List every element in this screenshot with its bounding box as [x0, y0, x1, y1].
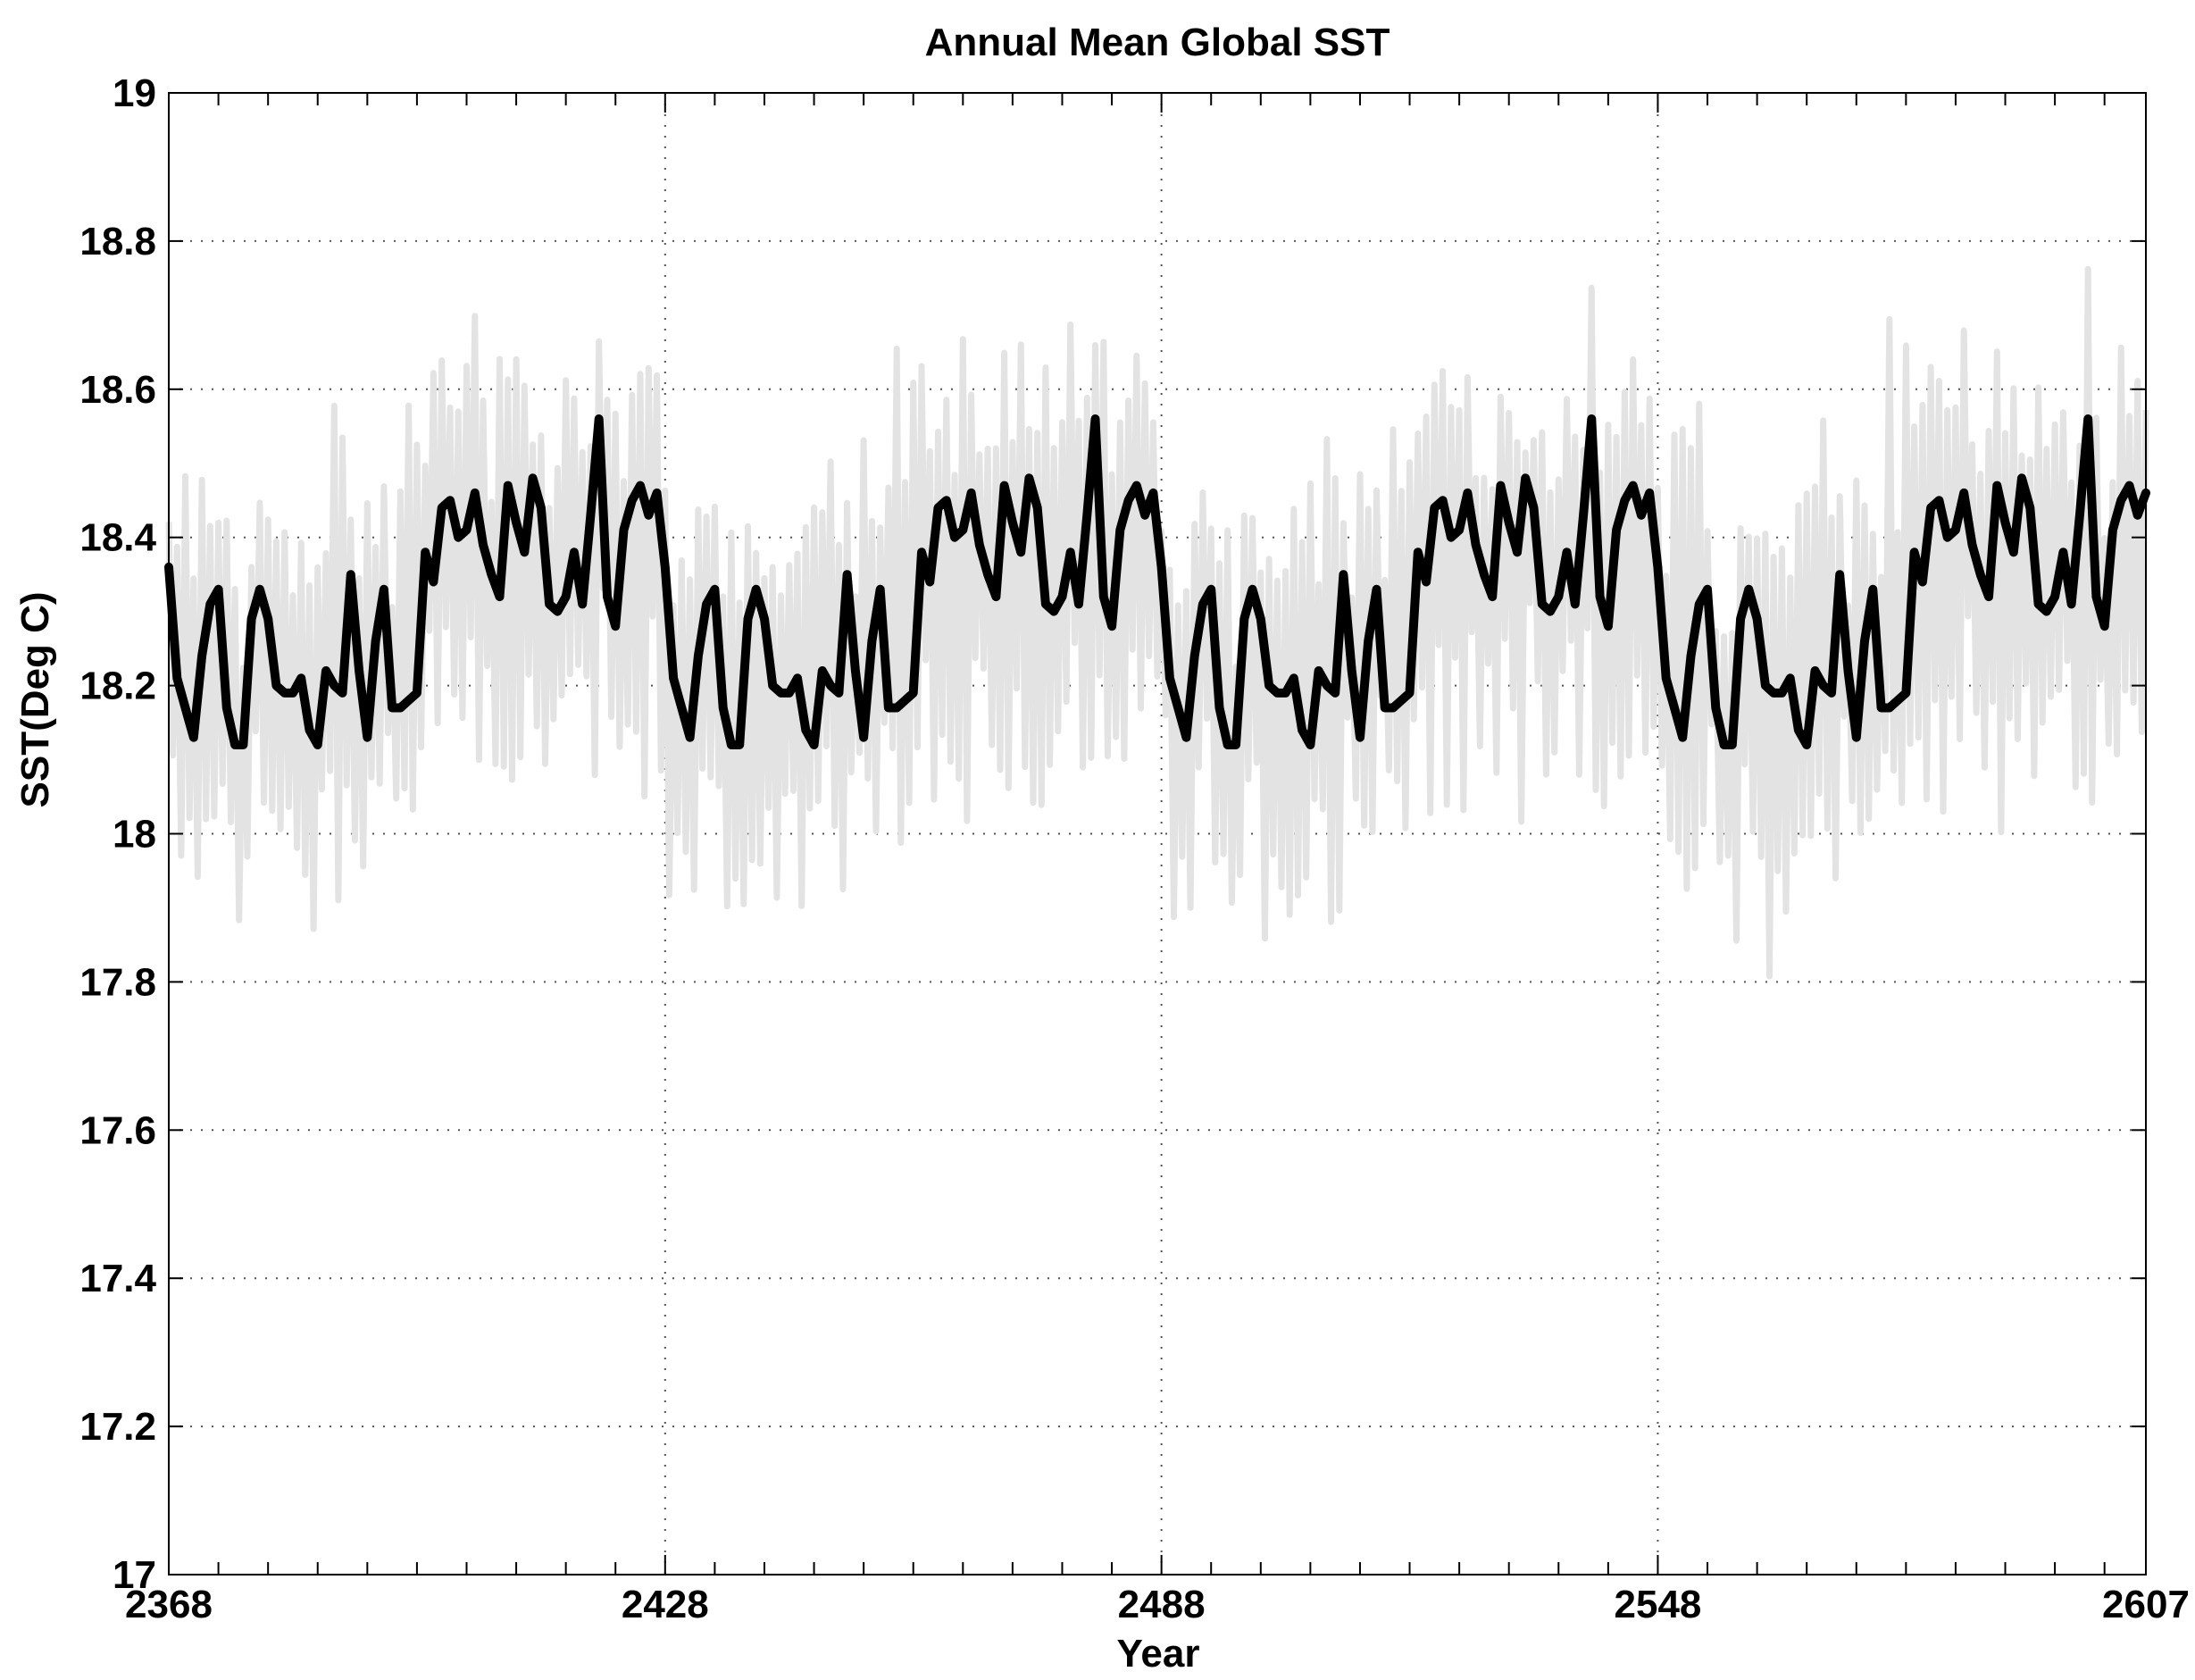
- x-tick-label: 2428: [622, 1583, 709, 1626]
- tick-marks: [168, 92, 2146, 1576]
- y-tick-label: 19: [113, 71, 156, 115]
- annual-line: [165, 265, 2149, 980]
- y-axis-label: SST(Deg C): [13, 592, 57, 808]
- chart-title: Annual Mean Global SST: [925, 21, 1390, 64]
- y-tick-label: 17.8: [79, 960, 156, 1004]
- y-tick-label: 17.2: [79, 1405, 156, 1449]
- y-tick-label: 17.6: [79, 1108, 156, 1152]
- x-tick-label: 2607: [2102, 1583, 2190, 1626]
- annual-series: [165, 265, 2149, 980]
- smoothed-series: [164, 414, 2150, 749]
- y-tick-label: 18.4: [79, 516, 156, 560]
- x-tick-label: 2548: [1615, 1583, 1702, 1626]
- x-tick-labels: 2368 2428 2488 2548 2607: [125, 1583, 2190, 1626]
- grid: [169, 93, 2146, 1575]
- y-tick-label: 18.8: [79, 220, 156, 263]
- y-tick-labels: 17 17.2 17.4 17.6 17.8 18 18.2 18.4 18.6 18.8 19: [79, 71, 156, 1597]
- x-tick-label: 2368: [125, 1583, 213, 1626]
- smoothed-line: [164, 414, 2150, 749]
- x-tick-label: 2488: [1118, 1583, 1206, 1626]
- x-axis-label: Year: [1117, 1632, 1200, 1676]
- y-tick-label: 18.6: [79, 368, 156, 412]
- y-tick-label: 18: [113, 813, 156, 857]
- y-tick-label: 17.4: [79, 1257, 156, 1300]
- y-tick-label: 17: [113, 1553, 156, 1597]
- plot-area: [164, 265, 2150, 980]
- y-tick-label: 18.2: [79, 664, 156, 708]
